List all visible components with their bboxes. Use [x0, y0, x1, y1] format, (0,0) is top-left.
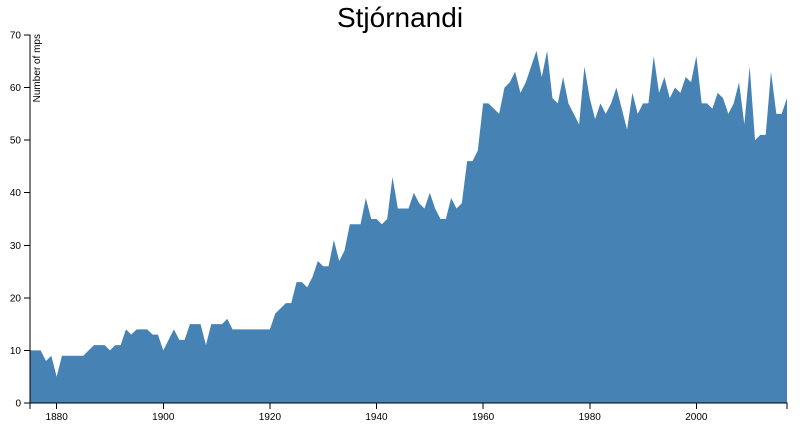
y-tick-label: 40: [10, 188, 22, 199]
x-tick-label: 2000: [685, 412, 708, 423]
x-tick: 1900: [152, 403, 175, 423]
x-axis-line: [29, 402, 788, 409]
x-tick: 1920: [259, 403, 282, 423]
y-tick: 10: [10, 346, 30, 357]
x-tick-label: 1880: [46, 412, 69, 423]
x-tick-label: 1960: [472, 412, 495, 423]
y-axis-label: Number of mps: [32, 34, 43, 102]
x-axis: 1880 1900 1920 1940 1960 1980 2000: [29, 402, 788, 423]
y-tick-label: 50: [10, 136, 22, 147]
area-series: [30, 50, 787, 404]
y-tick: 60: [10, 83, 30, 94]
x-tick-label: 1980: [579, 412, 602, 423]
x-tick-label: 1940: [365, 412, 388, 423]
x-tick-label: 1900: [152, 412, 175, 423]
y-tick-label: 30: [10, 241, 22, 252]
y-tick-label: 0: [15, 399, 21, 410]
y-tick: 50: [10, 136, 30, 147]
x-tick: 1960: [472, 403, 495, 423]
y-tick-label: 60: [10, 83, 22, 94]
y-tick: 70: [10, 31, 30, 42]
y-tick-label: 20: [10, 293, 22, 304]
chart-title: Stjórnandi: [336, 2, 464, 33]
x-tick: 1980: [579, 403, 602, 423]
x-tick: 1940: [365, 403, 388, 423]
y-tick: 30: [10, 241, 30, 252]
y-axis: 0 10 20 30 40 50 60 70: [10, 31, 31, 410]
area-layer: [30, 50, 787, 404]
x-tick-label: 1920: [259, 412, 282, 423]
y-tick: 0: [15, 399, 30, 410]
y-tick: 40: [10, 188, 30, 199]
y-tick: 20: [10, 293, 30, 304]
y-tick-label: 10: [10, 346, 22, 357]
x-tick: 2000: [685, 403, 708, 423]
y-axis-line: [24, 34, 31, 404]
y-tick-label: 70: [10, 31, 22, 42]
x-tick: 1880: [46, 403, 69, 423]
